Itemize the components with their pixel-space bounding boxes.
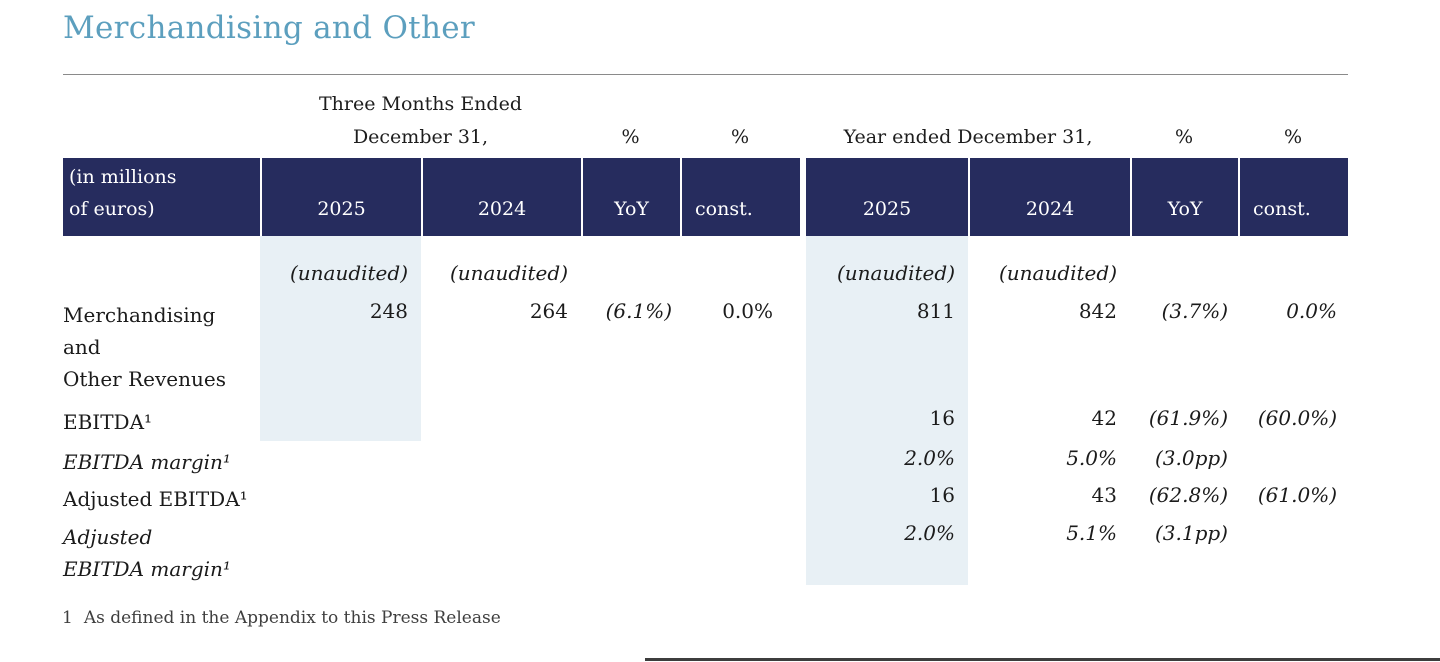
- pct-header-q-yoy: %: [621, 126, 640, 148]
- column-header-fy-2025: 2025: [806, 158, 968, 236]
- column-header-q-const: const.: [680, 158, 800, 236]
- cell-fy-const-revenues: 0.0%: [1286, 299, 1337, 323]
- cell-fy2024-adjusted-ebitda-margin: 5.1%: [1066, 521, 1117, 545]
- footnote-text: As defined in the Appendix to this Press…: [83, 608, 501, 628]
- table-row-adjusted-ebitda-margin: Adjusted EBITDA margin¹ 2.0% 5.1% (3.1pp…: [63, 515, 1348, 585]
- cell-fy-yoy-adjusted-ebitda: (62.8%): [1148, 483, 1228, 507]
- cell-fy2025-adjusted-ebitda-margin: 2.0%: [806, 515, 968, 585]
- period-header-row: Three Months Ended December 31, % % Year…: [63, 86, 1348, 158]
- pct-header-q-const: %: [730, 126, 750, 148]
- cell-fy2024-ebitda: 42: [1091, 406, 1117, 430]
- cell-fy-const-ebitda: (60.0%): [1257, 406, 1337, 430]
- column-header-fy-2024: 2024: [968, 158, 1130, 236]
- financial-table: Three Months Ended December 31, % % Year…: [63, 86, 1348, 585]
- section-title: Merchandising and Other: [63, 10, 475, 46]
- footnote: 1 As defined in the Appendix to this Pre…: [62, 608, 501, 628]
- cell-q2024-unaudited: (unaudited): [449, 261, 568, 285]
- pct-header-fy-yoy: %: [1174, 126, 1194, 148]
- column-header-fy-yoy: YoY: [1130, 158, 1238, 236]
- column-header-row: (in millions of euros) 2025 2024 YoY con…: [63, 158, 1348, 236]
- cell-fy2025-ebitda-margin: 2.0%: [806, 441, 968, 478]
- quarter-period-header: Three Months Ended December 31,: [260, 86, 581, 158]
- cell-q2025-revenues: 248: [260, 293, 421, 398]
- pct-header-fy-const: %: [1283, 126, 1303, 148]
- table-row-unaudited: (unaudited) (unaudited) (unaudited) (una…: [63, 236, 1348, 293]
- cell-q2025-spacer: [260, 398, 421, 441]
- cell-fy-yoy-revenues: (3.7%): [1161, 299, 1228, 323]
- unit-label-line2: of euros): [69, 198, 155, 220]
- cell-fy-yoy-ebitda-margin: (3.0pp): [1154, 446, 1228, 470]
- next-section-rule: [645, 658, 1440, 661]
- cell-fy2024-ebitda-margin: 5.0%: [1066, 446, 1117, 470]
- cell-fy2024-adjusted-ebitda: 43: [1091, 483, 1117, 507]
- cell-q-yoy-revenues: (6.1%): [605, 299, 672, 323]
- cell-fy-yoy-ebitda: (61.9%): [1148, 406, 1228, 430]
- cell-fy-yoy-adjusted-ebitda-margin: (3.1pp): [1154, 521, 1228, 545]
- table-row-ebitda-margin: EBITDA margin¹ 2.0% 5.0% (3.0pp): [63, 441, 1348, 478]
- cell-fy2025-ebitda: 16: [806, 398, 968, 441]
- footnote-marker: 1: [62, 608, 73, 628]
- column-header-q-2024: 2024: [421, 158, 581, 236]
- quarter-period-line2: December 31,: [352, 126, 489, 148]
- row-label-merchandising-revenues: Merchandising and Other Revenues: [63, 303, 226, 391]
- cell-fy2025-adjusted-ebitda: 16: [806, 478, 968, 515]
- divider-rule: [63, 74, 1348, 75]
- table-row-adjusted-ebitda: Adjusted EBITDA¹ 16 43 (62.8%) (61.0%): [63, 478, 1348, 515]
- column-header-q-2025: 2025: [260, 158, 421, 236]
- table-row-merchandising-revenues: Merchandising and Other Revenues 248 264…: [63, 293, 1348, 398]
- cell-fy2024-unaudited: (unaudited): [998, 261, 1117, 285]
- cell-fy-const-adjusted-ebitda: (61.0%): [1257, 483, 1337, 507]
- row-label-adjusted-ebitda-margin: Adjusted EBITDA margin¹: [63, 525, 231, 581]
- cell-fy2025-revenues: 811: [806, 293, 968, 398]
- unit-label-line1: (in millions: [69, 166, 177, 188]
- row-label-ebitda: EBITDA¹: [63, 410, 153, 434]
- column-header-fy-const: const.: [1238, 158, 1348, 236]
- column-header-q-yoy: YoY: [581, 158, 680, 236]
- year-period-header: Year ended December 31,: [843, 126, 1093, 148]
- unit-label-cell: (in millions of euros): [63, 158, 260, 236]
- cell-q2025-unaudited: (unaudited): [260, 236, 421, 293]
- cell-fy2025-unaudited: (unaudited): [806, 236, 968, 293]
- cell-q-const-revenues: 0.0%: [722, 299, 773, 323]
- row-label-ebitda-margin: EBITDA margin¹: [63, 450, 231, 474]
- quarter-period-line1: Three Months Ended: [319, 93, 522, 115]
- table-row-ebitda: EBITDA¹ 16 42 (61.9%) (60.0%): [63, 398, 1348, 441]
- cell-fy2024-revenues: 842: [1078, 299, 1117, 323]
- cell-q2024-revenues: 264: [529, 299, 568, 323]
- row-label-adjusted-ebitda: Adjusted EBITDA¹: [63, 487, 248, 511]
